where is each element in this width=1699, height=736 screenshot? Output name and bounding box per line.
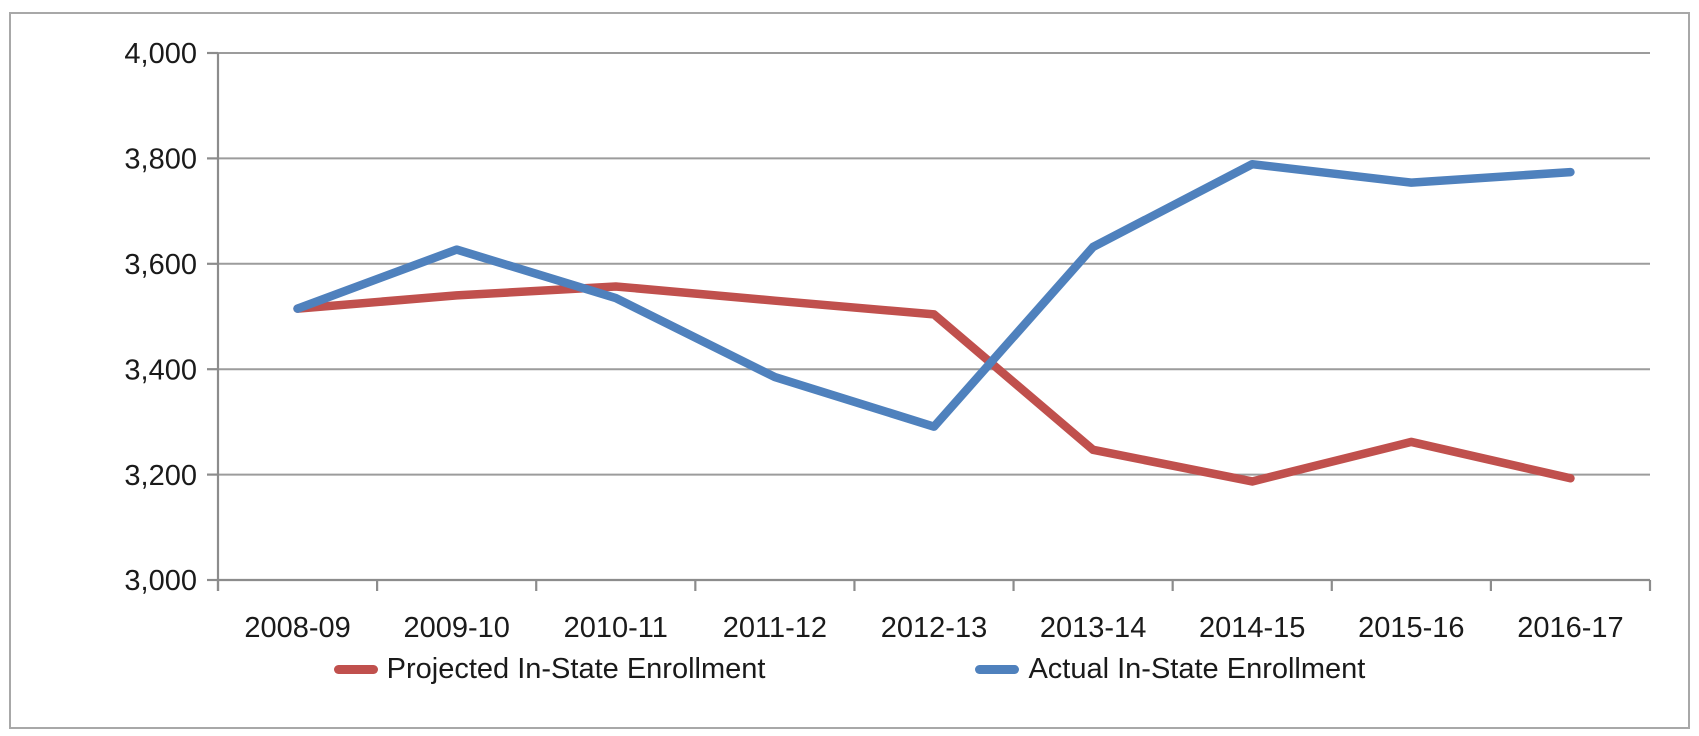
x-tick-label-2009-10: 2009-10 [403,612,509,644]
x-tick-label-2010-11: 2010-11 [564,612,668,644]
legend-label-actual: Actual In-State Enrollment [1028,652,1366,685]
chart-frame-border [9,12,1690,729]
x-tick-label-2008-09: 2008-09 [244,612,350,644]
legend-item-actual-in-state-enrollment[interactable]: Actual In-State Enrollment [975,653,1365,686]
y-tick-label-3400: 3,400 [124,354,197,386]
legend-label-projected: Projected In-State Enrollment [386,652,766,685]
x-tick-label-2012-13: 2012-13 [881,612,987,644]
x-tick-label-2015-16: 2015-16 [1358,612,1464,644]
x-tick-label-2013-14: 2013-14 [1040,612,1146,644]
x-tick-label-2016-17: 2016-17 [1517,612,1623,644]
series-line-projected-in-state-enrollment [293,282,1575,486]
chart-legend: Projected In-State Enrollment Actual In-… [0,646,1699,692]
x-tick-label-2014-15: 2014-15 [1199,612,1305,644]
series-line-actual-in-state-enrollment [293,159,1575,431]
y-tick-label-3200: 3,200 [124,460,197,492]
legend-swatch-actual-icon [975,664,1020,674]
y-tick-label-3600: 3,600 [124,249,197,281]
legend-swatch-projected-icon [333,664,378,674]
y-tick-label-3000: 3,000 [124,565,197,597]
x-tick-label-2011-12: 2011-12 [723,612,827,644]
y-tick-label-4000: 4,000 [124,38,197,70]
legend-item-projected-in-state-enrollment[interactable]: Projected In-State Enrollment [333,652,766,686]
y-tick-label-3800: 3,800 [124,144,197,176]
